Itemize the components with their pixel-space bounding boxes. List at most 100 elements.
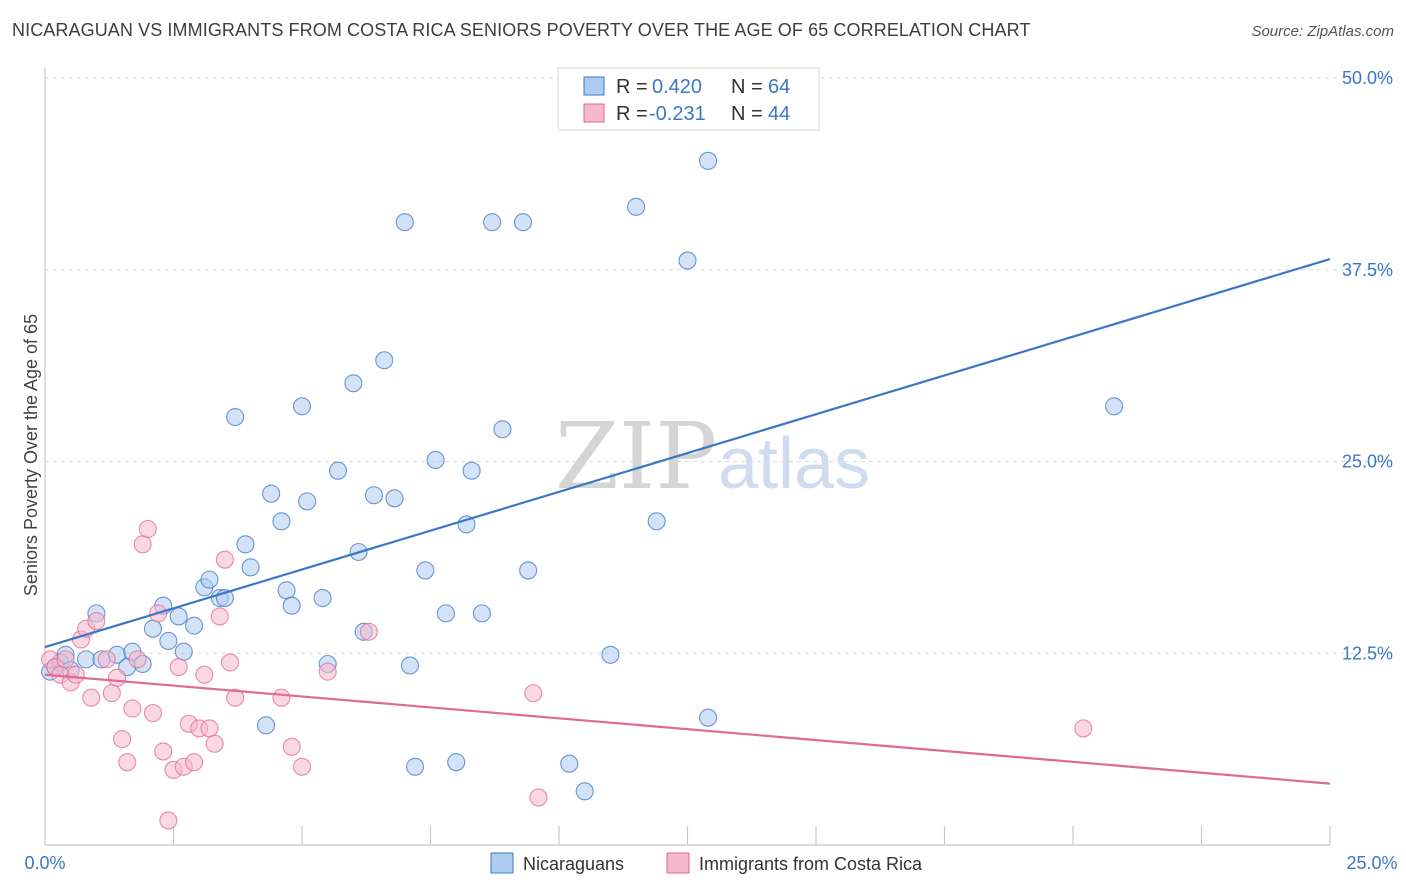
- nicaraguans-point: [236, 535, 255, 554]
- trend-lines: [44, 257, 1331, 785]
- nicaraguans-point: [313, 588, 332, 608]
- nicaraguans-point: [169, 607, 188, 626]
- costa-rica-point: [220, 653, 240, 672]
- watermark: ZIP atlas: [555, 403, 870, 510]
- y-tick-label: 50.0%: [1342, 68, 1393, 88]
- nicaraguans-point: [241, 558, 260, 577]
- nicaraguans-point: [298, 492, 317, 511]
- costa-rica-point: [529, 788, 548, 807]
- nicaraguans-point: [678, 251, 697, 270]
- costa-rica-point: [1074, 719, 1093, 738]
- nicaraguans-point: [344, 374, 363, 393]
- scatter-points: [41, 151, 1124, 830]
- costa-rica-point: [123, 699, 142, 718]
- costa-rica-point: [185, 753, 204, 772]
- y-tick-label: 12.5%: [1342, 643, 1393, 663]
- nicaraguans-point: [364, 486, 384, 505]
- legend-r-value-2: -0.231: [649, 103, 706, 125]
- costa-rica-point: [66, 665, 85, 684]
- costa-rica-point: [200, 719, 219, 738]
- legend-r-value-1: 0.420: [652, 76, 702, 98]
- bottom-legend-swatch-costa-rica: [666, 852, 690, 874]
- costa-rica-point: [524, 684, 543, 703]
- costa-rica-point: [159, 811, 178, 830]
- nicaraguans-point: [385, 489, 404, 508]
- watermark-zip: ZIP: [555, 403, 717, 510]
- costa-rica-point: [128, 650, 147, 669]
- nicaraguans-point: [328, 461, 348, 480]
- bottom-legend-label-costa-rica: Immigrants from Costa Rica: [699, 854, 923, 874]
- nicaraguans-point: [375, 351, 394, 370]
- nicaraguans-point: [292, 397, 312, 416]
- y-tick-label: 37.5%: [1342, 260, 1393, 280]
- costa-rica-trend-line: [44, 673, 1331, 785]
- nicaraguans-point: [699, 708, 718, 727]
- costa-rica-point: [282, 737, 301, 756]
- legend-n-label-2: N =: [731, 103, 763, 125]
- chart-source: Source: ZipAtlas.com: [1251, 23, 1394, 40]
- series-legend: Nicaraguans Immigrants from Costa Rica: [490, 852, 923, 874]
- nicaraguans-point: [395, 213, 414, 232]
- nicaraguans-point: [699, 151, 718, 170]
- costa-rica-point: [143, 704, 162, 723]
- x-tick-label-max: 25.0%: [1346, 853, 1397, 873]
- nicaraguans-point: [472, 604, 491, 623]
- nicaraguans-point: [400, 656, 419, 675]
- costa-rica-point: [210, 607, 229, 626]
- nicaraguans-point: [174, 642, 193, 661]
- costa-rica-point: [113, 730, 132, 749]
- nicaraguans-point: [513, 213, 533, 232]
- costa-rica-point: [215, 550, 234, 569]
- nicaraguans-point: [272, 512, 291, 531]
- nicaraguans-point: [159, 631, 178, 651]
- nicaraguans-point: [143, 619, 162, 638]
- costa-rica-point: [292, 757, 312, 776]
- x-tick-label-min: 0.0%: [24, 853, 65, 873]
- costa-rica-point: [195, 665, 214, 684]
- costa-rica-point: [318, 662, 337, 681]
- costa-rica-point: [169, 658, 188, 677]
- costa-rica-point: [82, 688, 101, 707]
- costa-rica-point: [87, 611, 106, 631]
- nicaraguans-point: [519, 561, 538, 580]
- legend-n-value-2: 44: [768, 103, 790, 125]
- nicaraguans-point: [406, 757, 425, 776]
- costa-rica-point: [138, 519, 157, 539]
- nicaraguans-point: [462, 461, 481, 480]
- x-tick-marks: [172, 826, 1331, 845]
- costa-rica-point: [154, 742, 173, 761]
- costa-rica-point: [107, 668, 127, 687]
- nicaraguans-point: [185, 616, 204, 635]
- nicaraguans-point: [493, 420, 512, 439]
- nicaraguans-point: [200, 570, 219, 589]
- chart-title: NICARAGUAN VS IMMIGRANTS FROM COSTA RICA…: [12, 20, 1031, 40]
- costa-rica-point: [359, 622, 378, 641]
- stats-legend: R = 0.420 N = 64 R = -0.231 N = 44: [557, 67, 820, 131]
- costa-rica-point: [205, 734, 224, 753]
- legend-r-label-2: R =: [616, 103, 648, 125]
- nicaraguans-point: [627, 197, 646, 216]
- legend-swatch-costa-rica: [583, 103, 605, 123]
- nicaraguans-point: [560, 754, 579, 773]
- nicaraguans-point: [426, 450, 445, 470]
- nicaraguans-point: [601, 645, 620, 664]
- y-tick-labels: 12.5% 25.0% 37.5% 50.0%: [1342, 68, 1393, 663]
- nicaraguans-point: [416, 561, 435, 580]
- costa-rica-point: [56, 650, 75, 669]
- costa-rica-point: [133, 535, 152, 554]
- nicaraguans-point: [483, 213, 502, 232]
- nicaraguans-point: [77, 650, 96, 669]
- nicaraguans-point: [575, 782, 594, 801]
- y-tick-label: 25.0%: [1342, 452, 1393, 472]
- nicaraguans-point: [282, 596, 301, 615]
- bottom-legend-label-nicaraguans: Nicaraguans: [523, 854, 624, 874]
- nicaraguans-trend-line: [44, 257, 1331, 649]
- costa-rica-point: [118, 753, 137, 772]
- nicaraguans-point: [1105, 397, 1124, 416]
- nicaraguans-point: [277, 581, 296, 600]
- nicaraguans-point: [262, 484, 281, 503]
- legend-r-label-1: R =: [616, 76, 648, 98]
- legend-swatch-nicaraguans: [583, 76, 605, 96]
- bottom-legend-swatch-nicaraguans: [490, 852, 514, 874]
